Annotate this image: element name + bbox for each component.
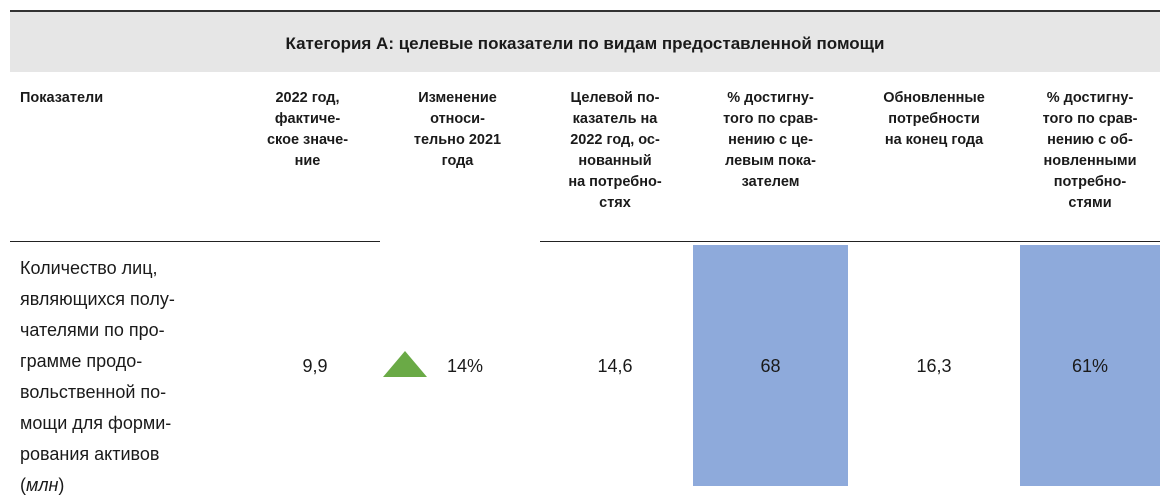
header-line: новленными [1043, 153, 1137, 169]
header-line: зателем [741, 174, 800, 190]
unit-open: ( [20, 475, 26, 495]
column-header: % достигну-того по срав-нению с об-новле… [1020, 88, 1160, 214]
unit-close: ) [58, 475, 65, 495]
header-line: Показатели [20, 90, 104, 106]
header-line: относи- [430, 111, 485, 127]
highlight-cell [693, 245, 848, 486]
label-line: Количество лиц, [20, 258, 158, 278]
unit: млн [26, 475, 59, 495]
header-line: Изменение [418, 90, 497, 106]
header-line: тельно 2021 [413, 132, 502, 148]
label-line: рования активов [20, 444, 160, 464]
header-line: % достигну- [1046, 90, 1134, 106]
header-line: Обновленные [883, 90, 985, 106]
header-line: нению с об- [1047, 132, 1133, 148]
header-line: потребности [888, 111, 980, 127]
header-line: нению с це- [728, 132, 813, 148]
header-line: на потребно- [568, 174, 662, 190]
header-line: потребно- [1053, 174, 1127, 190]
header-line: Целевой по- [570, 90, 660, 106]
header-line: % достигну- [727, 90, 814, 106]
header-line: стями [1068, 195, 1112, 211]
increase-indicator [383, 351, 427, 377]
label-line: грамме продо- [20, 351, 143, 371]
cell-value: 9,9 [302, 356, 328, 376]
column-header: Показатели [20, 88, 240, 109]
header-line: ское значе- [266, 132, 349, 148]
header-rule [540, 241, 1160, 242]
label-line: являющихся полу- [20, 289, 175, 309]
header-line: того по срав- [1042, 111, 1138, 127]
cell-value: 61% [1071, 356, 1109, 376]
column-header: Обновленные потребности на конец года [848, 88, 1020, 151]
cell-value: 14% [446, 356, 484, 376]
page: Категория A: целевые показатели по видам… [10, 10, 1160, 495]
header-line: того по срав- [723, 111, 818, 127]
label-line: чателями по про- [20, 320, 165, 340]
label-line: мощи для форми- [20, 413, 172, 433]
header-line: стях [599, 195, 631, 211]
table-title: Категория A: целевые показатели по видам… [285, 34, 885, 53]
title-band [10, 10, 1160, 72]
header-line: 2022 год, ос- [570, 132, 660, 148]
header-rule [10, 241, 380, 242]
label-line: вольственной по- [20, 382, 167, 402]
header-line: на конец года [884, 132, 984, 148]
column-header: 2022 год, фактиче-ское значе-ние [235, 88, 380, 172]
header-line: года [441, 153, 474, 169]
header-line: нованный [578, 153, 652, 169]
row-label: Количество лиц, являющихся полу-чателями … [20, 253, 175, 501]
header-line: ние [294, 153, 321, 169]
column-header: Целевой по-казатель на 2022 год, ос-нован… [540, 88, 690, 214]
column-header: Изменение относи-тельно 2021 года [380, 88, 535, 172]
header-line: левым пока- [725, 153, 816, 169]
cell-value: 14,6 [597, 356, 633, 376]
header-line: фактиче- [274, 111, 341, 127]
header-line: 2022 год, [275, 90, 340, 106]
header-line: казатель на [572, 111, 658, 127]
cell-value: 68 [760, 356, 781, 376]
cell-value: 16,3 [916, 356, 952, 376]
column-header: % достигну-того по срав-нению с це-левым… [693, 88, 848, 193]
highlight-cell [1020, 245, 1160, 486]
